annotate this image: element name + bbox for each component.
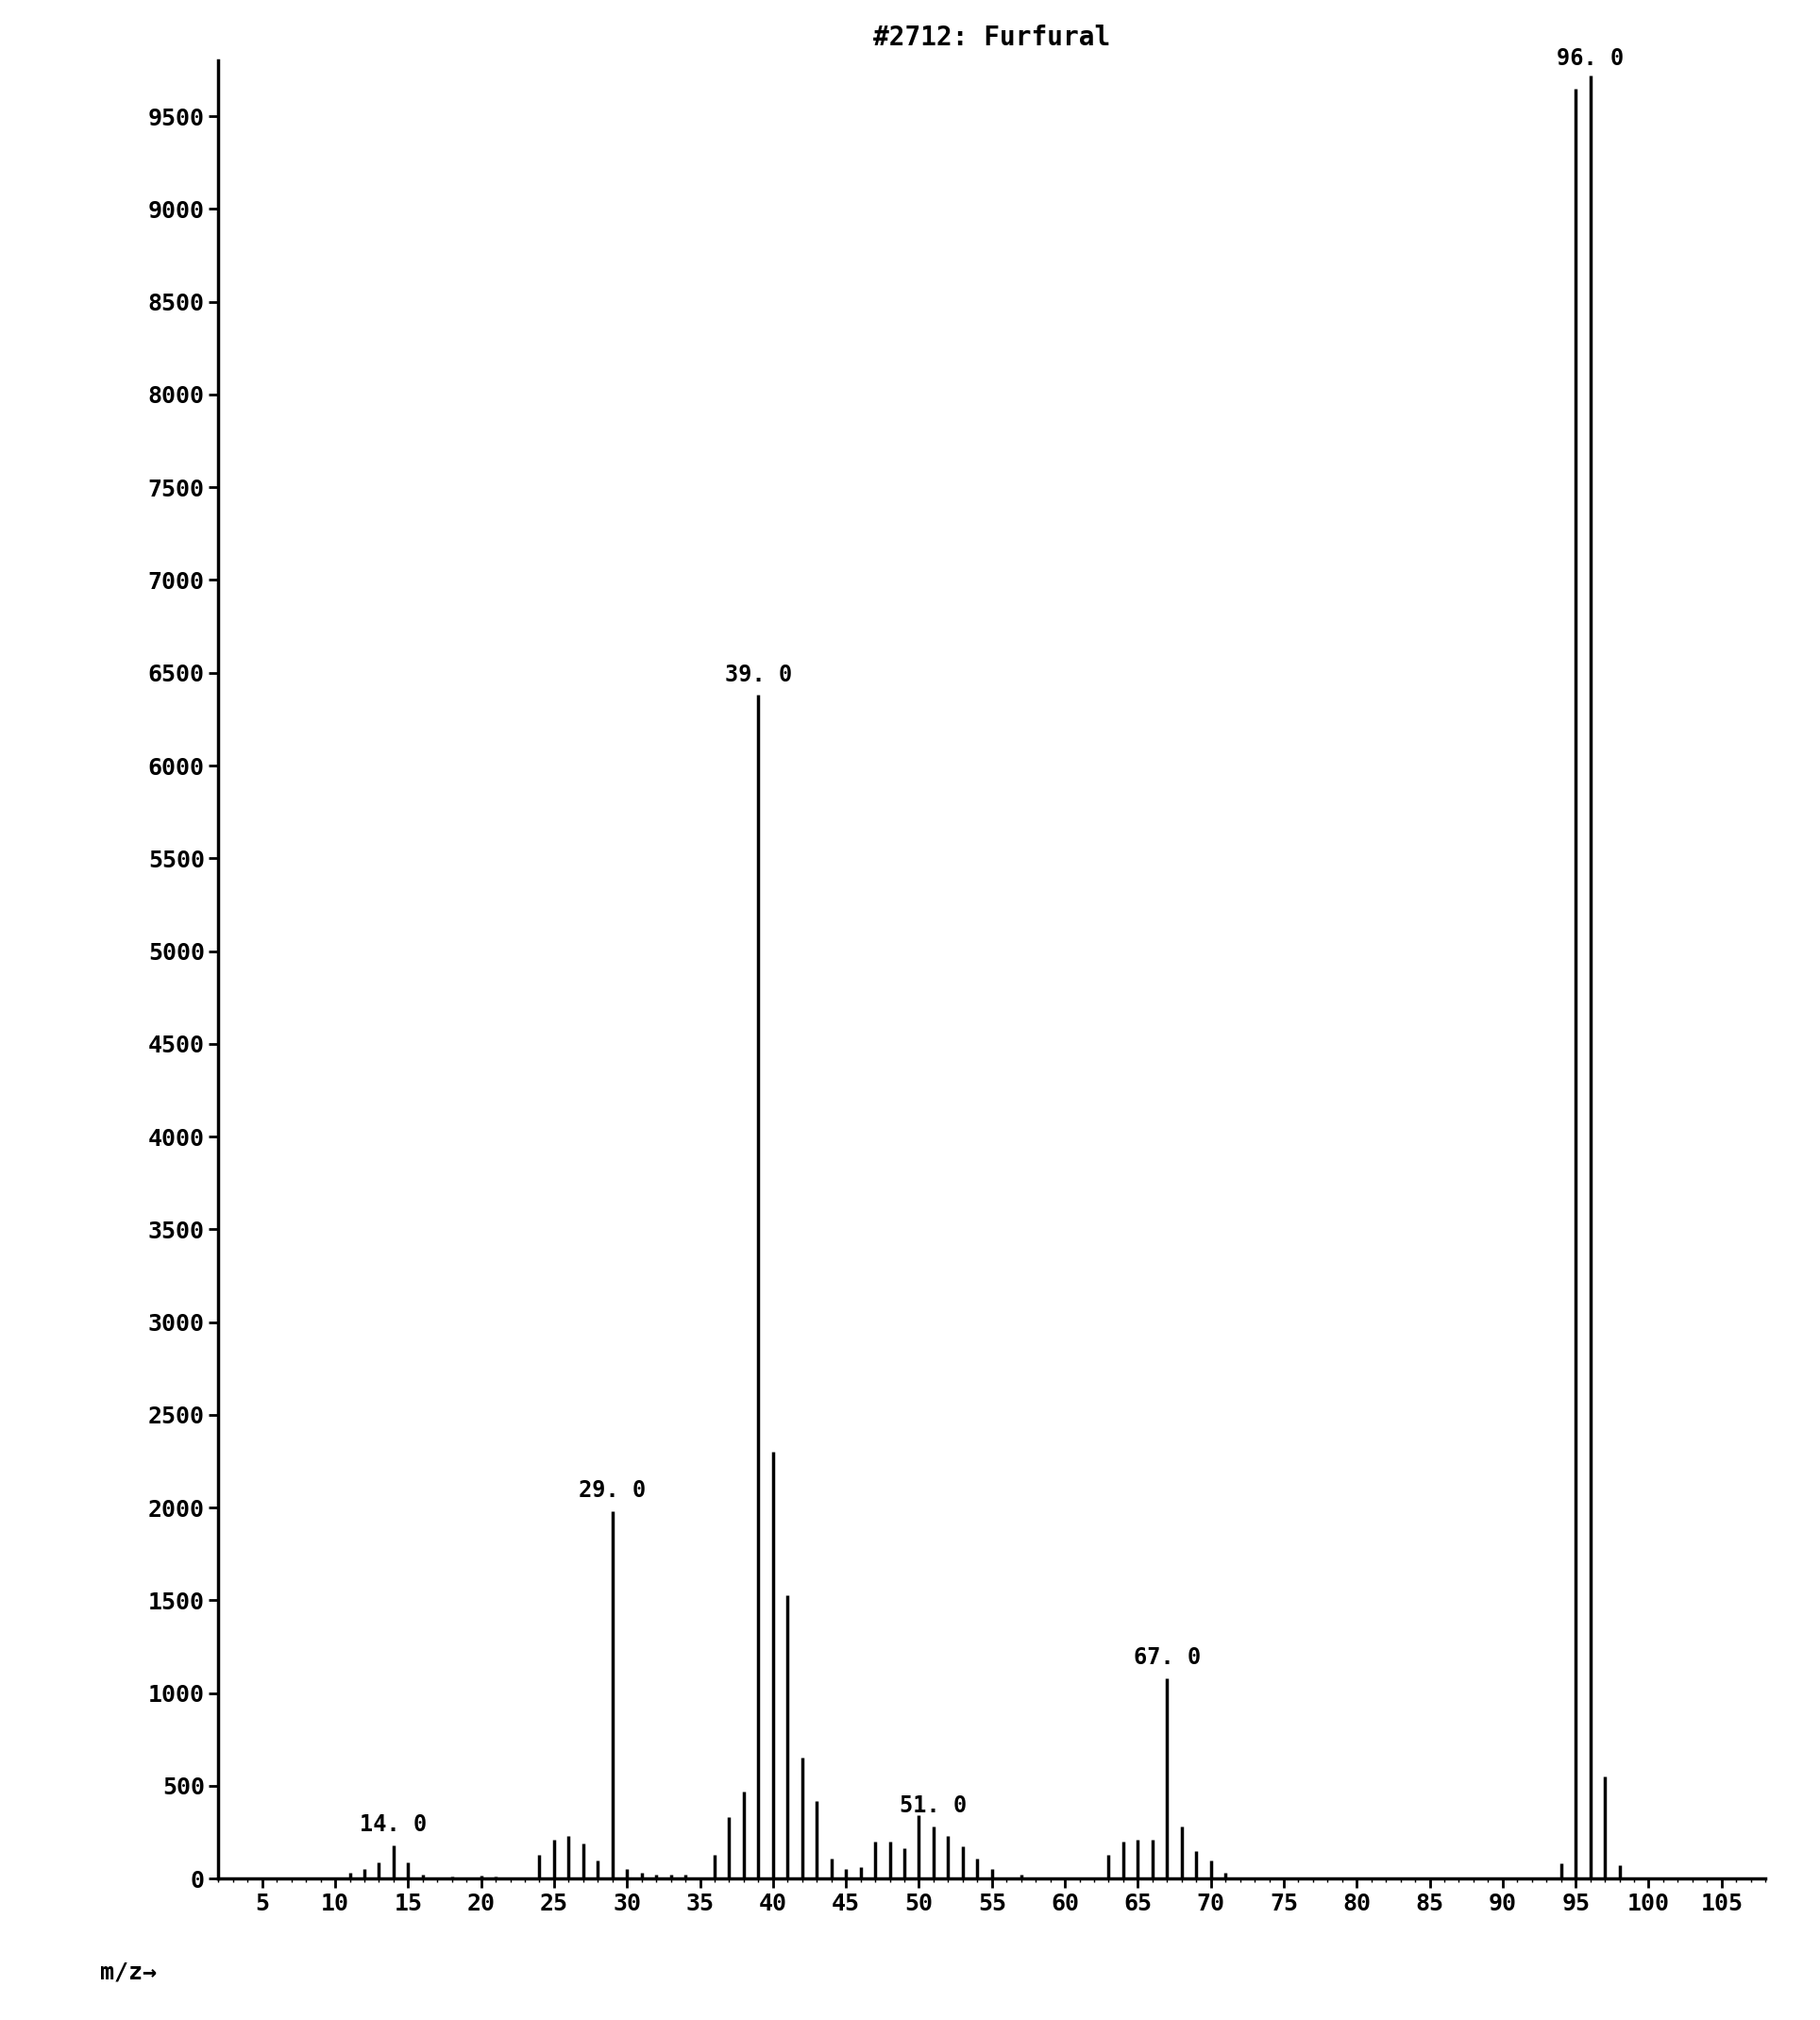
Text: 96. 0: 96. 0 [1556, 46, 1623, 71]
Text: 14. 0: 14. 0 [360, 1814, 428, 1836]
Text: 67. 0: 67. 0 [1134, 1646, 1201, 1669]
Text: 51. 0: 51. 0 [899, 1794, 966, 1818]
Text: m/z→: m/z→ [100, 1961, 157, 1984]
Text: 29. 0: 29. 0 [579, 1479, 646, 1503]
Text: 39. 0: 39. 0 [724, 663, 792, 685]
Title: #2712: Furfural: #2712: Furfural [874, 24, 1110, 50]
